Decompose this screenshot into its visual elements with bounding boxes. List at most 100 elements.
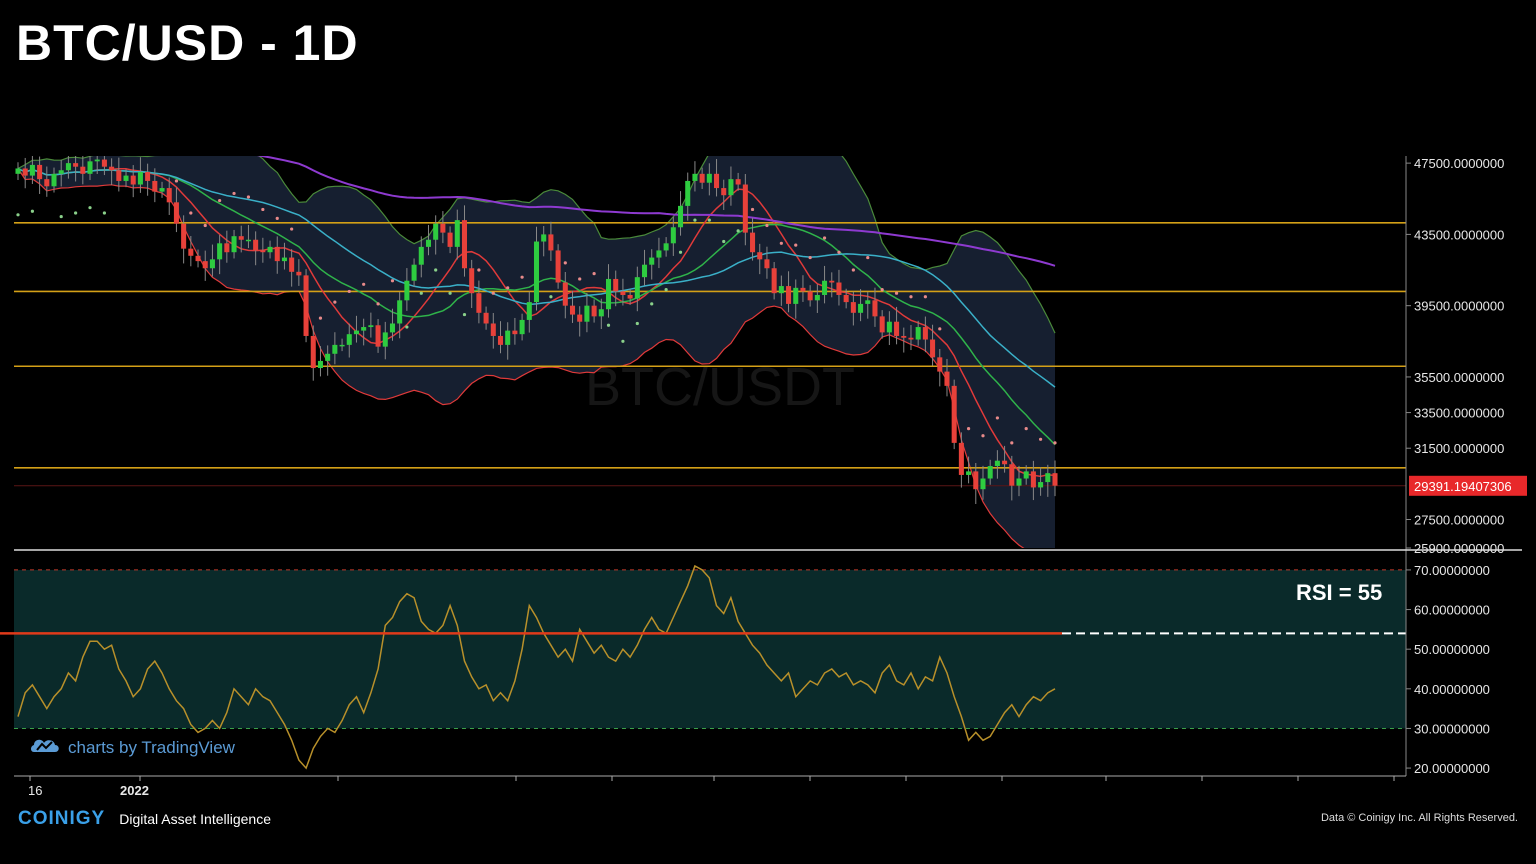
candle[interactable]	[37, 164, 43, 180]
candle[interactable]	[678, 205, 684, 228]
candle[interactable]	[634, 277, 640, 299]
candle[interactable]	[109, 166, 115, 171]
candle[interactable]	[274, 246, 280, 262]
candle[interactable]	[209, 259, 215, 269]
candle[interactable]	[497, 335, 504, 345]
candle[interactable]	[807, 291, 813, 301]
candle[interactable]	[339, 344, 345, 347]
candle[interactable]	[490, 323, 496, 336]
candle[interactable]	[440, 223, 446, 233]
candle[interactable]	[512, 330, 518, 335]
candle[interactable]	[670, 227, 676, 244]
candle[interactable]	[159, 188, 165, 192]
candle[interactable]	[843, 294, 849, 303]
candle[interactable]	[1002, 460, 1008, 465]
candle[interactable]	[447, 232, 453, 247]
candle[interactable]	[361, 327, 367, 331]
candle[interactable]	[786, 286, 792, 304]
candle[interactable]	[368, 325, 374, 328]
candle[interactable]	[325, 353, 331, 361]
candle[interactable]	[116, 170, 122, 181]
price-pane[interactable]: BTC/USDT	[14, 121, 1406, 557]
candle[interactable]	[375, 325, 381, 347]
candle[interactable]	[541, 234, 547, 242]
candle[interactable]	[44, 179, 50, 187]
candle[interactable]	[642, 264, 648, 278]
candle[interactable]	[1038, 482, 1044, 488]
candle[interactable]	[764, 259, 770, 269]
candle[interactable]	[584, 305, 590, 322]
candle[interactable]	[649, 257, 655, 265]
candle[interactable]	[577, 314, 583, 322]
candle[interactable]	[267, 246, 273, 253]
candle[interactable]	[548, 234, 554, 251]
candle[interactable]	[173, 202, 179, 224]
candle[interactable]	[73, 163, 79, 167]
candle[interactable]	[281, 257, 287, 262]
candle[interactable]	[346, 334, 352, 345]
candle[interactable]	[994, 460, 1000, 467]
candle[interactable]	[519, 319, 525, 335]
candle[interactable]	[894, 321, 900, 336]
candle[interactable]	[591, 305, 597, 317]
rsi-line[interactable]	[17, 564, 1056, 770]
candle[interactable]	[922, 327, 928, 340]
candle[interactable]	[605, 278, 612, 310]
candle[interactable]	[469, 268, 475, 294]
candle[interactable]	[353, 330, 359, 335]
candle[interactable]	[706, 173, 712, 183]
candle[interactable]	[721, 188, 727, 196]
candle[interactable]	[123, 175, 129, 181]
candle[interactable]	[822, 280, 828, 295]
candle[interactable]	[224, 243, 230, 253]
candle[interactable]	[461, 220, 468, 269]
candle[interactable]	[944, 371, 950, 386]
candle[interactable]	[908, 337, 914, 340]
candle[interactable]	[850, 302, 856, 313]
candle[interactable]	[858, 303, 864, 313]
candle[interactable]	[757, 252, 763, 260]
candle[interactable]	[620, 291, 626, 295]
candle[interactable]	[656, 250, 662, 258]
candle[interactable]	[195, 255, 201, 262]
candle[interactable]	[310, 335, 316, 369]
candle[interactable]	[15, 168, 21, 174]
candle[interactable]	[836, 282, 842, 295]
candle[interactable]	[317, 360, 323, 369]
candle[interactable]	[930, 339, 936, 358]
candle[interactable]	[915, 327, 921, 340]
candle[interactable]	[526, 302, 532, 320]
candle[interactable]	[872, 300, 878, 317]
candle[interactable]	[569, 305, 576, 315]
candle[interactable]	[231, 236, 237, 253]
candle[interactable]	[958, 442, 964, 475]
candle[interactable]	[1016, 478, 1022, 486]
candle[interactable]	[663, 243, 669, 251]
candle[interactable]	[750, 232, 756, 253]
candle[interactable]	[966, 471, 972, 475]
candle[interactable]	[152, 180, 158, 192]
candle[interactable]	[166, 188, 172, 203]
candle[interactable]	[130, 175, 136, 185]
candle[interactable]	[901, 335, 907, 338]
candle[interactable]	[728, 179, 734, 196]
candle[interactable]	[699, 173, 705, 183]
candle[interactable]	[253, 239, 259, 251]
candle[interactable]	[397, 300, 403, 324]
candle[interactable]	[303, 275, 309, 336]
candle[interactable]	[771, 268, 777, 294]
candle[interactable]	[742, 184, 748, 233]
candle[interactable]	[332, 344, 338, 354]
candle[interactable]	[1023, 471, 1029, 479]
candle[interactable]	[627, 294, 633, 299]
candle[interactable]	[829, 280, 835, 283]
candle[interactable]	[800, 287, 806, 292]
candle[interactable]	[1030, 471, 1036, 488]
candle[interactable]	[505, 330, 511, 345]
candle[interactable]	[145, 172, 151, 181]
candle[interactable]	[389, 323, 395, 333]
candle[interactable]	[562, 282, 568, 306]
candle[interactable]	[289, 257, 295, 272]
candle[interactable]	[483, 312, 489, 324]
